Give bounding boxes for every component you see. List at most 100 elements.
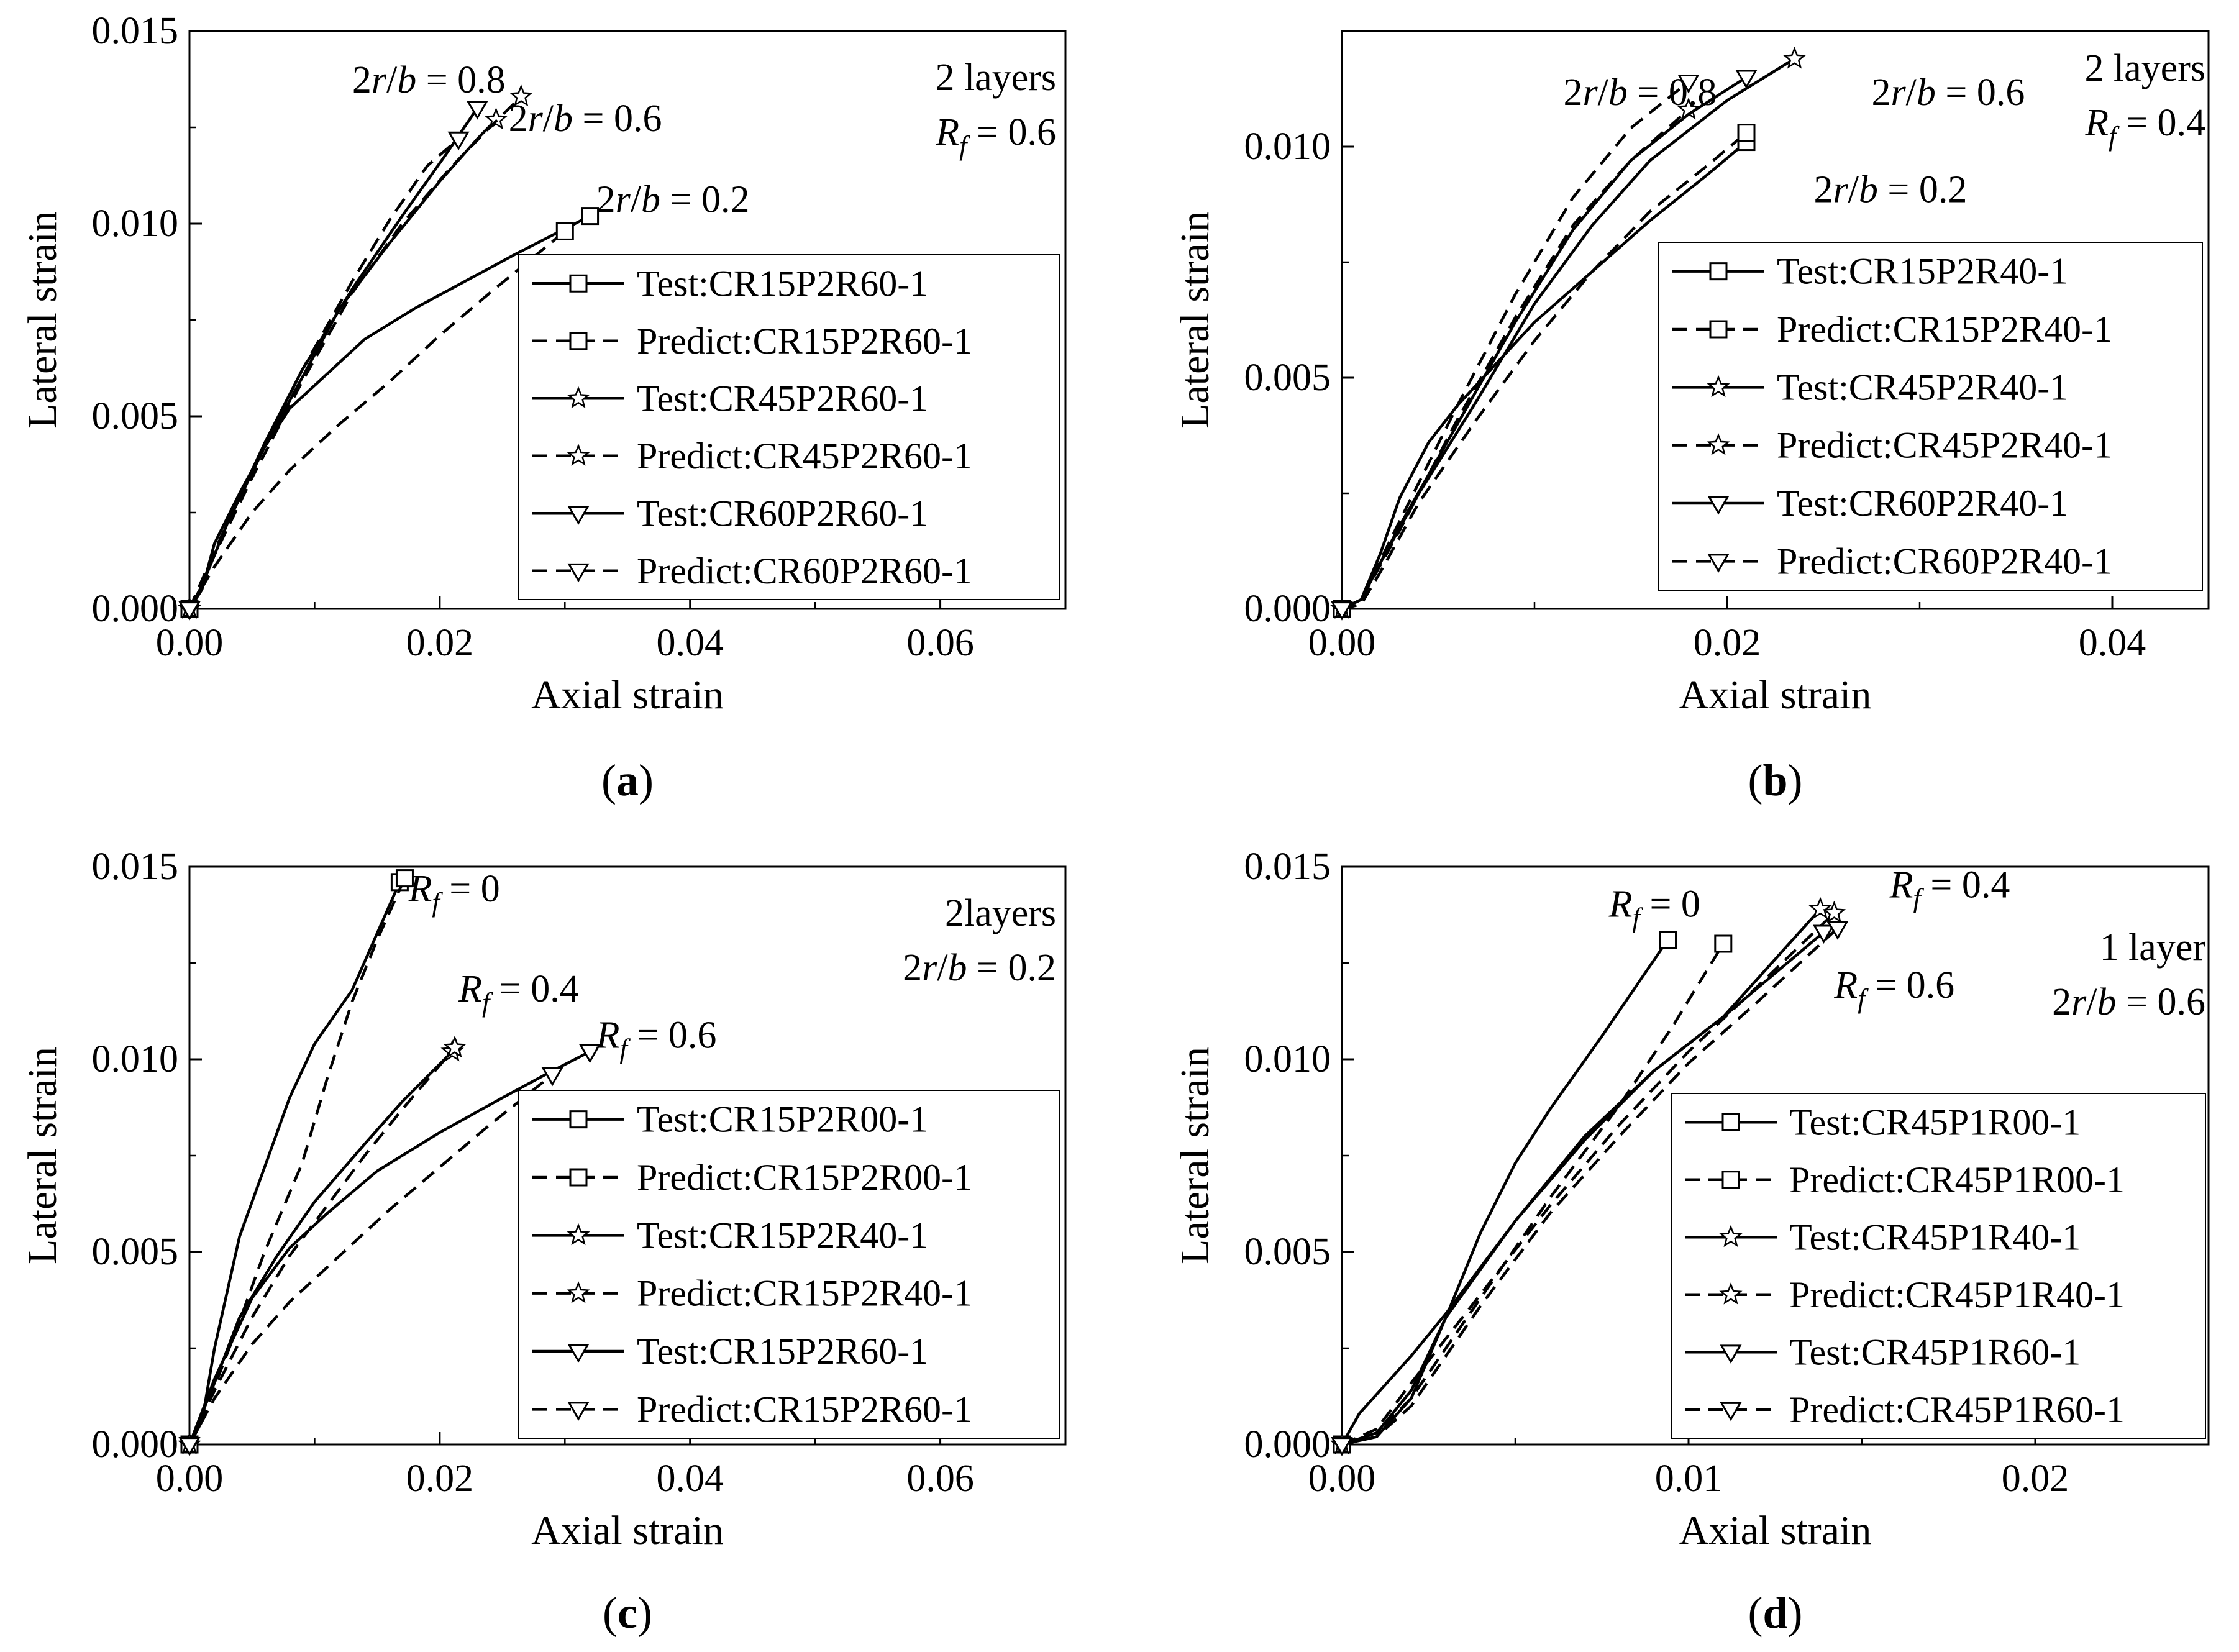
legend-entry: Test:CR15P2R40-1 bbox=[1777, 251, 2068, 292]
legend-entry: Predict:CR45P2R40-1 bbox=[1777, 425, 2112, 466]
series-line bbox=[188, 119, 498, 610]
legend-box bbox=[518, 1090, 1060, 1439]
series-start-marker bbox=[178, 601, 201, 621]
x-tick-label: 0.00 bbox=[156, 622, 224, 664]
series-end-marker bbox=[1659, 931, 1677, 949]
x-axis-label: Axial strain bbox=[1679, 1508, 1872, 1553]
series-line bbox=[1341, 931, 1825, 1446]
info-label: 2layers bbox=[945, 892, 1056, 934]
y-tick-label: 0.010 bbox=[1244, 125, 1331, 168]
legend-entry: Test:CR45P2R60-1 bbox=[637, 378, 928, 419]
legend-marker bbox=[567, 444, 590, 466]
y-tick-label: 0.000 bbox=[92, 588, 179, 630]
plot-frame bbox=[1341, 30, 2210, 610]
series-line bbox=[1341, 131, 1748, 611]
info-label: Rf = 0.4 bbox=[2084, 102, 2205, 152]
legend-marker bbox=[567, 1402, 590, 1421]
annotation-label: 2r/b = 0.2 bbox=[596, 178, 750, 221]
legend-marker bbox=[1721, 1113, 1740, 1131]
x-tick-label: 0.02 bbox=[1694, 622, 1761, 664]
y-tick-label: 0.005 bbox=[1244, 1231, 1331, 1273]
panel-a: 0.00 0.02 0.04 0.06 0.000 0.005 0.010 0.015 Axia… bbox=[20, 10, 1067, 805]
legend-entry: Test:CR60P2R60-1 bbox=[637, 493, 928, 534]
panel-label: (d) bbox=[1748, 1588, 1802, 1638]
legend-marker bbox=[1707, 554, 1730, 573]
x-tick-label: 0.04 bbox=[2079, 622, 2146, 664]
x-tick-label: 0.01 bbox=[1655, 1458, 1723, 1500]
legend-marker bbox=[1707, 375, 1730, 398]
series-end-marker bbox=[1735, 70, 1758, 89]
panel-label: (c) bbox=[603, 1588, 652, 1638]
series-line bbox=[1341, 81, 1690, 611]
legend-entry: Predict:CR60P2R60-1 bbox=[637, 550, 972, 591]
legend-marker bbox=[1709, 320, 1728, 339]
legend-marker bbox=[567, 1344, 590, 1363]
legend-entry: Predict:CR60P2R40-1 bbox=[1777, 541, 2112, 582]
series-end-marker bbox=[1737, 124, 1756, 142]
series-line bbox=[188, 95, 522, 609]
panel-label: (b) bbox=[1748, 755, 1802, 805]
legend-entry: Predict:CR15P2R60-1 bbox=[637, 321, 972, 362]
legend-marker bbox=[1720, 1402, 1742, 1422]
annotation-label: 2r/b = 0.8 bbox=[1564, 71, 1717, 114]
series-line bbox=[188, 1050, 591, 1445]
legend-marker bbox=[1709, 262, 1728, 281]
x-axis-label: Axial strain bbox=[531, 672, 724, 718]
info-label: 2r/b = 0.2 bbox=[903, 947, 1056, 989]
x-tick-label: 0.00 bbox=[156, 1458, 224, 1500]
legend-box bbox=[518, 254, 1060, 600]
series-end-marker bbox=[443, 1035, 467, 1058]
y-tick-label: 0.010 bbox=[92, 1038, 179, 1080]
series-end-marker bbox=[581, 207, 600, 226]
annotation-label: Rf = 0 bbox=[1608, 883, 1700, 933]
series-end-marker bbox=[1826, 921, 1849, 940]
series-end-marker bbox=[1677, 74, 1700, 94]
legend-entry: Test:CR45P2R40-1 bbox=[1777, 367, 2068, 408]
x-tick-label: 0.04 bbox=[656, 1458, 724, 1500]
series-end-marker bbox=[484, 107, 508, 130]
y-tick-label: 0.000 bbox=[1244, 1423, 1331, 1466]
y-tick-label: 0.005 bbox=[92, 1231, 179, 1273]
legend: Test:CR15P2R40-1 Predict:CR15P2R40-1 Test:… bbox=[1658, 242, 2203, 591]
legend-entry: Predict:CR45P2R60-1 bbox=[637, 436, 972, 477]
y-tick-label: 0.010 bbox=[1244, 1038, 1331, 1080]
legend-entry: Test:CR45P1R60-1 bbox=[1789, 1331, 2081, 1372]
y-axis-label: Lateral strain bbox=[1172, 211, 1218, 429]
annotation-label: 2r/b = 0.8 bbox=[352, 59, 506, 101]
y-axis-label: Lateral strain bbox=[20, 211, 65, 429]
legend: Test:CR15P2R60-1 Predict:CR15P2R60-1 Test:… bbox=[518, 254, 1060, 600]
series-line bbox=[188, 881, 401, 1446]
x-tick-label: 0.02 bbox=[406, 1458, 474, 1500]
info-label: Rf = 0.6 bbox=[935, 111, 1056, 161]
legend-entry: Test:CR15P2R40-1 bbox=[637, 1215, 928, 1256]
legend-marker bbox=[1707, 433, 1730, 455]
annotation-label: 2r/b = 0.6 bbox=[1872, 71, 2025, 114]
y-tick-label: 0.005 bbox=[92, 395, 179, 437]
legend-entry: Predict:CR15P2R40-1 bbox=[1777, 309, 2112, 350]
annotation-label: Rf = 0.4 bbox=[1889, 864, 2010, 914]
series-end-marker bbox=[1714, 934, 1733, 953]
x-tick-label: 0.00 bbox=[1308, 622, 1376, 664]
series-end-marker bbox=[1813, 924, 1835, 944]
y-axis-label: Lateral strain bbox=[1172, 1047, 1218, 1264]
series-end-marker bbox=[466, 101, 488, 120]
annotation-label: Rf = 0 bbox=[408, 868, 500, 918]
legend-marker bbox=[567, 506, 590, 525]
legend-marker bbox=[1720, 1344, 1742, 1364]
legend-marker bbox=[567, 563, 590, 583]
panel-c: 0.00 0.02 0.04 0.06 0.000 0.005 0.010 0.015 Axia… bbox=[20, 846, 1067, 1638]
legend-marker bbox=[567, 1281, 590, 1303]
series-line bbox=[188, 1046, 456, 1445]
legend: Test:CR15P2R00-1 Predict:CR15P2R00-1 Test:… bbox=[518, 1090, 1060, 1439]
legend-marker bbox=[1719, 1282, 1743, 1305]
series-line bbox=[188, 230, 566, 610]
legend-entry: Test:CR45P1R00-1 bbox=[1789, 1102, 2081, 1143]
legend-marker bbox=[567, 386, 590, 409]
legend-marker bbox=[1707, 496, 1730, 515]
x-tick-label: 0.02 bbox=[2002, 1458, 2069, 1500]
info-label: 2 layers bbox=[935, 57, 1056, 99]
series-start-marker bbox=[1331, 1437, 1353, 1456]
legend-marker bbox=[569, 332, 588, 350]
y-tick-label: 0.000 bbox=[92, 1423, 179, 1466]
